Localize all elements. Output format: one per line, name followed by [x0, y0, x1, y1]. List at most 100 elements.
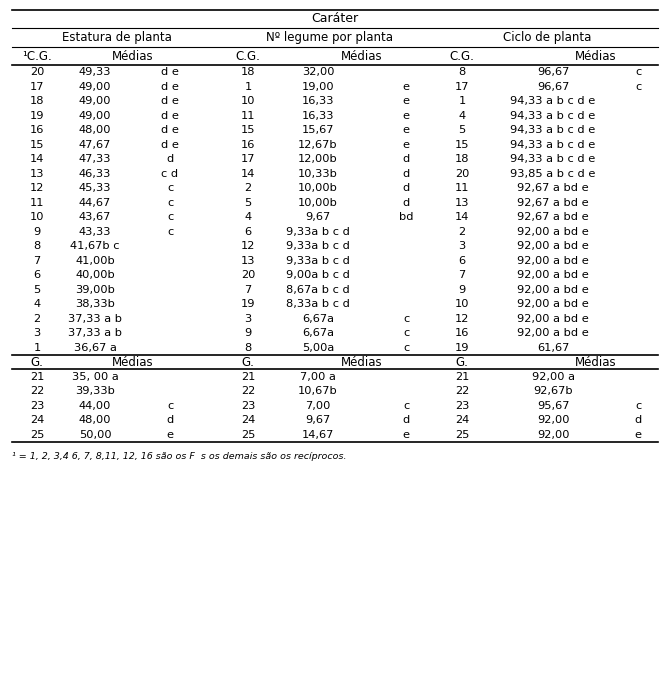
Text: 35, 00 a: 35, 00 a	[72, 372, 119, 381]
Text: 9,33a b c d: 9,33a b c d	[286, 227, 350, 237]
Text: 22: 22	[455, 386, 469, 396]
Text: c: c	[403, 328, 409, 339]
Text: 1: 1	[34, 343, 41, 352]
Text: 11: 11	[29, 198, 44, 208]
Text: 47,67: 47,67	[79, 140, 111, 150]
Text: 24: 24	[30, 415, 44, 425]
Text: 20: 20	[241, 270, 255, 281]
Text: 21: 21	[241, 372, 255, 381]
Text: 10: 10	[455, 299, 469, 310]
Text: 3: 3	[245, 314, 252, 324]
Text: 32,00: 32,00	[302, 67, 334, 77]
Text: c: c	[403, 314, 409, 324]
Text: 24: 24	[455, 415, 469, 425]
Text: Médias: Médias	[575, 356, 616, 369]
Text: 7,00: 7,00	[306, 401, 331, 410]
Text: 94,33 a b c d e: 94,33 a b c d e	[511, 154, 596, 164]
Text: e: e	[403, 430, 409, 439]
Text: 5: 5	[34, 285, 41, 295]
Text: 25: 25	[29, 430, 44, 439]
Text: 92,00 a bd e: 92,00 a bd e	[517, 314, 589, 324]
Text: c: c	[167, 183, 173, 193]
Text: 12,00b: 12,00b	[298, 154, 338, 164]
Text: 18: 18	[455, 154, 469, 164]
Text: 94,33 a b c d e: 94,33 a b c d e	[511, 111, 596, 121]
Text: 9: 9	[245, 328, 252, 339]
Text: 46,33: 46,33	[79, 169, 111, 179]
Text: d e: d e	[161, 140, 179, 150]
Text: 43,33: 43,33	[79, 227, 111, 237]
Text: 41,00b: 41,00b	[75, 256, 115, 266]
Text: 23: 23	[241, 401, 255, 410]
Text: 43,67: 43,67	[79, 212, 111, 223]
Text: 4: 4	[458, 111, 466, 121]
Text: d: d	[403, 183, 409, 193]
Text: 10,00b: 10,00b	[298, 183, 338, 193]
Text: 6,67a: 6,67a	[302, 314, 334, 324]
Text: 92,67 a bd e: 92,67 a bd e	[517, 183, 589, 193]
Text: 8,67a b c d: 8,67a b c d	[286, 285, 350, 295]
Text: e: e	[403, 96, 409, 106]
Text: 94,33 a b c d e: 94,33 a b c d e	[511, 125, 596, 135]
Text: 10,67b: 10,67b	[298, 386, 338, 396]
Text: d: d	[403, 198, 409, 208]
Text: d e: d e	[161, 125, 179, 135]
Text: 5: 5	[245, 198, 252, 208]
Text: e: e	[403, 82, 409, 92]
Text: 9,00a b c d: 9,00a b c d	[286, 270, 350, 281]
Text: ¹ = 1, 2, 3,4 6, 7, 8,11, 12, 16 são os F  s os demais são os recíprocos.: ¹ = 1, 2, 3,4 6, 7, 8,11, 12, 16 são os …	[12, 452, 346, 461]
Text: 16: 16	[455, 328, 469, 339]
Text: ¹C.G.: ¹C.G.	[22, 50, 52, 62]
Text: 12: 12	[455, 314, 469, 324]
Text: 3: 3	[34, 328, 41, 339]
Text: 16,33: 16,33	[302, 96, 334, 106]
Text: 92,00 a bd e: 92,00 a bd e	[517, 285, 589, 295]
Text: d: d	[166, 154, 174, 164]
Text: d e: d e	[161, 82, 179, 92]
Text: Médias: Médias	[341, 50, 383, 62]
Text: 40,00b: 40,00b	[75, 270, 115, 281]
Text: 10,00b: 10,00b	[298, 198, 338, 208]
Text: 5,00a: 5,00a	[302, 343, 334, 352]
Text: 6,67a: 6,67a	[302, 328, 334, 339]
Text: Ciclo de planta: Ciclo de planta	[503, 30, 592, 44]
Text: 23: 23	[29, 401, 44, 410]
Text: d: d	[403, 169, 409, 179]
Text: d: d	[166, 415, 174, 425]
Text: c: c	[635, 67, 641, 77]
Text: 37,33 a b: 37,33 a b	[68, 328, 122, 339]
Text: 11: 11	[241, 111, 255, 121]
Text: 25: 25	[455, 430, 469, 439]
Text: 16: 16	[29, 125, 44, 135]
Text: Estatura de planta: Estatura de planta	[62, 30, 172, 44]
Text: e: e	[403, 111, 409, 121]
Text: 49,33: 49,33	[79, 67, 111, 77]
Text: 14: 14	[29, 154, 44, 164]
Text: e: e	[634, 430, 641, 439]
Text: c: c	[635, 82, 641, 92]
Text: 5: 5	[458, 125, 466, 135]
Text: c: c	[167, 212, 173, 223]
Text: c: c	[167, 227, 173, 237]
Text: 19: 19	[241, 299, 255, 310]
Text: 50,00: 50,00	[78, 430, 111, 439]
Text: 6: 6	[245, 227, 251, 237]
Text: 39,00b: 39,00b	[75, 285, 115, 295]
Text: 92,00 a bd e: 92,00 a bd e	[517, 256, 589, 266]
Text: 9,33a b c d: 9,33a b c d	[286, 256, 350, 266]
Text: 92,00 a bd e: 92,00 a bd e	[517, 270, 589, 281]
Text: 36,67 a: 36,67 a	[74, 343, 117, 352]
Text: 7: 7	[245, 285, 252, 295]
Text: 9,67: 9,67	[306, 415, 330, 425]
Text: 96,67: 96,67	[537, 82, 570, 92]
Text: 38,33b: 38,33b	[75, 299, 115, 310]
Text: 92,00 a bd e: 92,00 a bd e	[517, 328, 589, 339]
Text: 37,33 a b: 37,33 a b	[68, 314, 122, 324]
Text: 92,67b: 92,67b	[533, 386, 573, 396]
Text: 12,67b: 12,67b	[298, 140, 338, 150]
Text: 19: 19	[29, 111, 44, 121]
Text: 61,67: 61,67	[537, 343, 570, 352]
Text: 12: 12	[241, 241, 255, 252]
Text: G.: G.	[456, 356, 468, 369]
Text: 16: 16	[241, 140, 255, 150]
